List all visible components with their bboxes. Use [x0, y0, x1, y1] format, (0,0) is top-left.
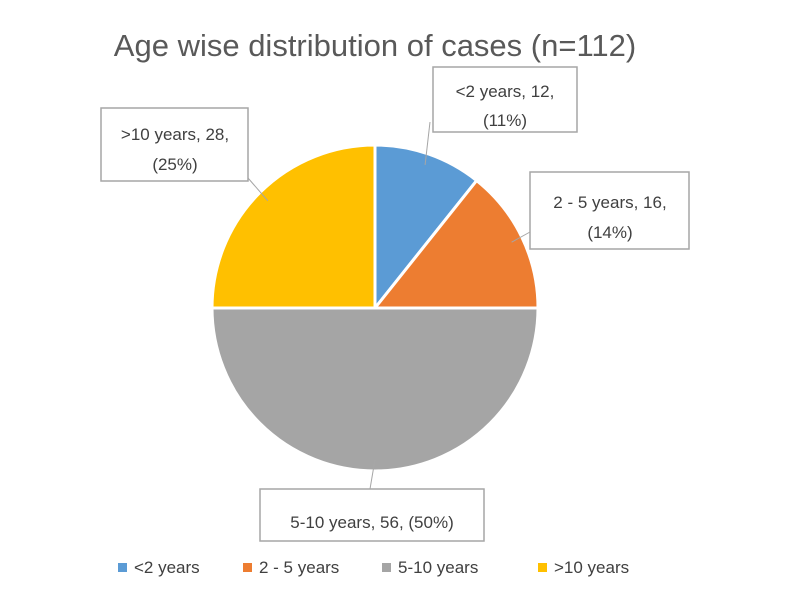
pie-slice-2-years — [373, 143, 479, 313]
legend-entry-2-5-years: 2 - 5 years — [243, 558, 339, 577]
data-label-2-5-years: 2 - 5 years, 16, — [553, 193, 666, 212]
leader-line — [369, 459, 376, 490]
leader-line — [424, 121, 431, 165]
data-label-2-years: <2 years, 12, — [456, 82, 555, 101]
legend-label: 2 - 5 years — [259, 558, 339, 577]
legend-swatch — [382, 563, 391, 572]
callout-2-5-years: 2 - 5 years, 16, (14%) — [511, 171, 690, 250]
data-label-percent-2-5-years: (14%) — [587, 223, 632, 242]
chart-title: Age wise distribution of cases (n=112) — [114, 28, 636, 63]
callout-box — [529, 171, 690, 250]
legend-swatch — [538, 563, 547, 572]
legend-label: >10 years — [554, 558, 629, 577]
pie-slice-5-10-years — [210, 306, 540, 473]
legend-entry-10-years: >10 years — [538, 558, 629, 577]
data-label-5-10-years: 5-10 years, 56, (50%) — [290, 513, 453, 532]
legend-label: 5-10 years — [398, 558, 478, 577]
data-label-percent-2-years: (11%) — [483, 111, 527, 130]
callout-box — [100, 107, 249, 182]
callout-2-years: <2 years, 12, (11%) — [424, 66, 578, 165]
pie-slice-2-5-years — [371, 178, 540, 310]
leader-line — [511, 231, 531, 243]
legend-swatch — [243, 563, 252, 572]
legend-entry-2-years: <2 years — [118, 558, 200, 577]
callout-box — [432, 66, 578, 133]
legend-label: <2 years — [134, 558, 200, 577]
data-label-callouts: <2 years, 12, (11%) 2 - 5 years, 16, (14%) 5… — [100, 66, 690, 542]
pie-slices — [210, 143, 540, 473]
leader-line — [247, 177, 269, 202]
callout-5-10-years: 5-10 years, 56, (50%) — [259, 459, 485, 542]
callout-box — [259, 488, 485, 542]
data-label-10-years: >10 years, 28, — [121, 125, 229, 144]
legend: <2 years 2 - 5 years 5-10 years >10 years — [118, 558, 629, 577]
data-label-percent-10-years: (25%) — [152, 155, 197, 174]
legend-swatch — [118, 563, 127, 572]
legend-entry-5-10-years: 5-10 years — [382, 558, 478, 577]
callout-10-years: >10 years, 28, (25%) — [100, 107, 269, 202]
pie-slice-10-years — [210, 143, 377, 310]
